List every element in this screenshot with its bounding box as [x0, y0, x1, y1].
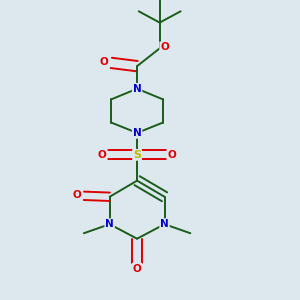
Text: S: S: [133, 150, 141, 160]
Text: O: O: [160, 42, 169, 52]
Text: O: O: [168, 150, 176, 160]
Text: O: O: [98, 150, 106, 160]
Text: N: N: [133, 128, 142, 138]
Text: N: N: [105, 219, 114, 229]
Text: N: N: [133, 84, 142, 94]
Text: O: O: [133, 264, 142, 274]
Text: O: O: [100, 57, 109, 67]
Text: N: N: [160, 219, 169, 229]
Text: O: O: [72, 190, 81, 200]
